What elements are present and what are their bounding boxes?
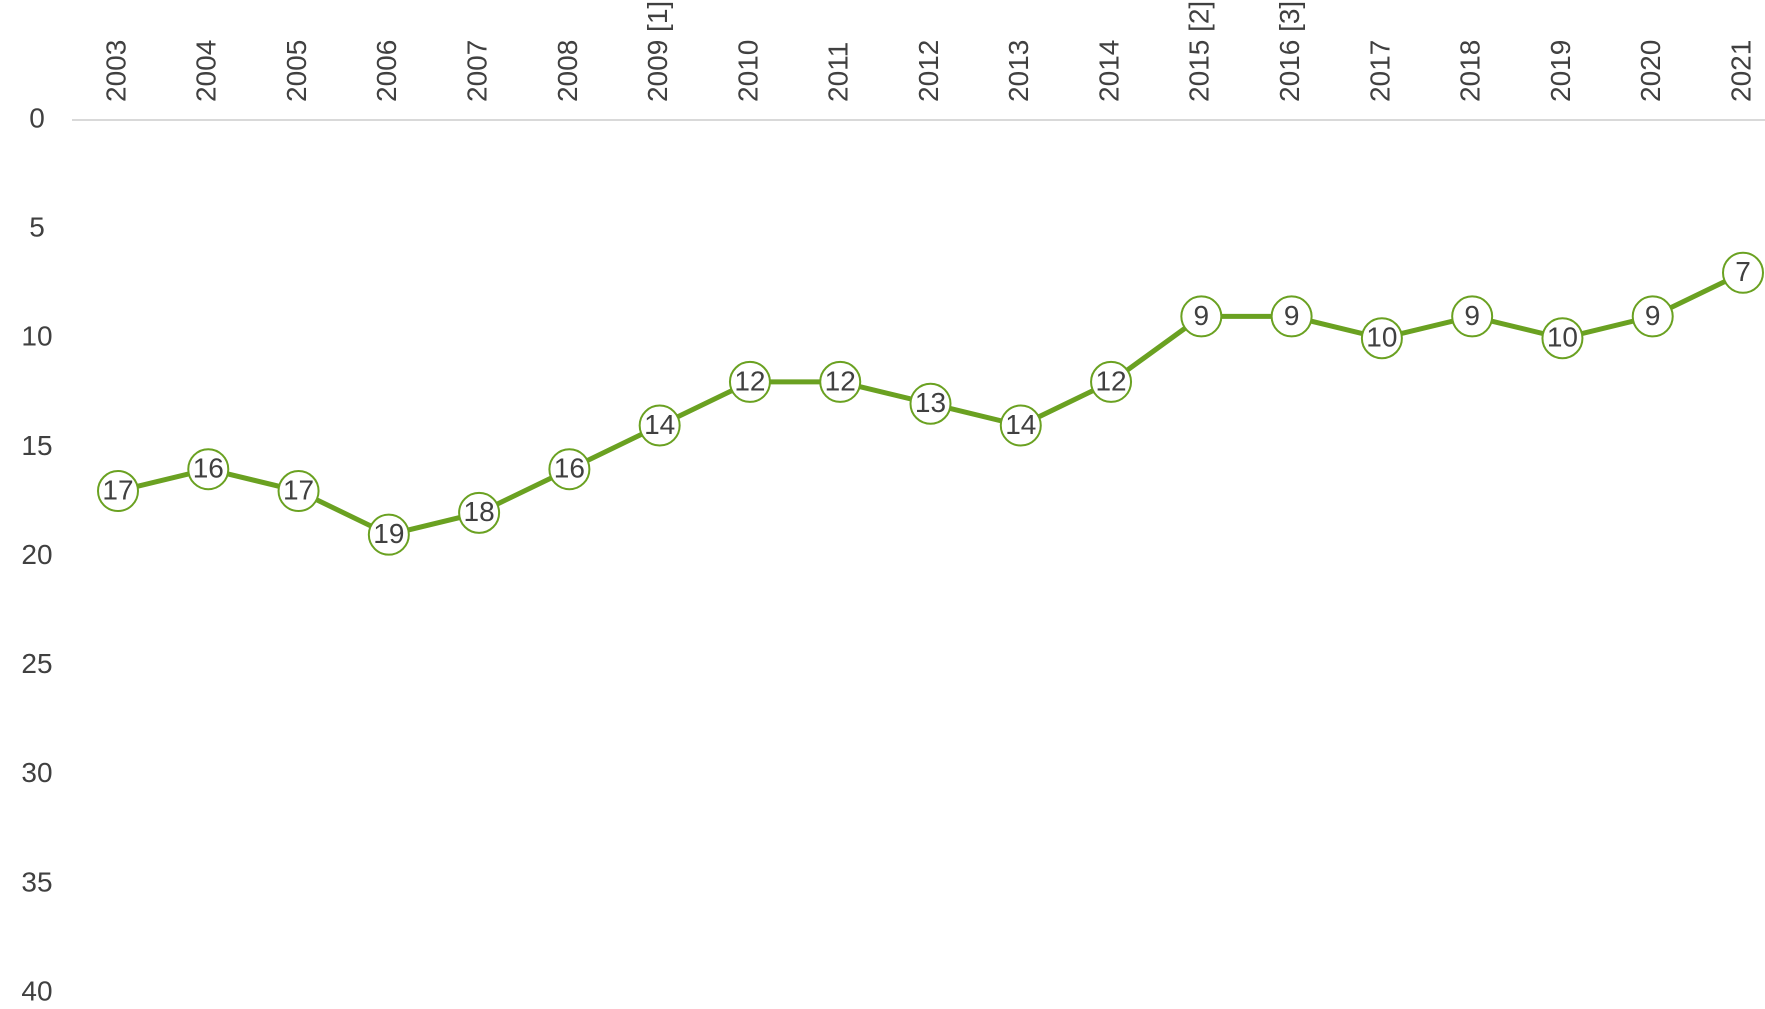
data-label: 9	[1645, 300, 1661, 331]
x-tick-label: 2010	[732, 40, 763, 102]
data-label: 17	[283, 474, 314, 505]
x-tick-label: 2021	[1725, 40, 1756, 102]
y-tick-label: 15	[21, 430, 52, 461]
x-tick-label: 2015 [2]	[1184, 1, 1215, 102]
data-label: 7	[1735, 256, 1751, 287]
x-tick-label: 2014	[1093, 40, 1124, 102]
x-tick-label: 2019	[1545, 40, 1576, 102]
x-tick-label: 2009 [1]	[642, 1, 673, 102]
x-tick-label: 2013	[1003, 40, 1034, 102]
marker	[909, 382, 952, 425]
marker	[1631, 295, 1674, 338]
marker	[1541, 317, 1584, 360]
data-label: 12	[825, 365, 856, 396]
y-tick-label: 5	[29, 212, 45, 243]
data-label: 19	[373, 518, 404, 549]
marker	[458, 491, 501, 534]
data-label: 12	[1095, 365, 1126, 396]
marker	[1360, 317, 1403, 360]
data-label: 13	[915, 387, 946, 418]
marker	[1722, 251, 1764, 294]
marker	[728, 360, 771, 403]
marker	[999, 404, 1042, 447]
data-label: 16	[554, 453, 585, 484]
y-tick-label: 20	[21, 539, 52, 570]
x-tick-label: 2016 [3]	[1274, 1, 1305, 102]
data-label: 9	[1284, 300, 1300, 331]
data-label: 16	[193, 453, 224, 484]
marker	[1180, 295, 1223, 338]
marker	[277, 470, 320, 513]
data-label: 18	[464, 496, 495, 527]
marker	[638, 404, 681, 447]
x-tick-label: 2011	[823, 42, 854, 102]
data-label: 12	[734, 365, 765, 396]
data-label: 9	[1464, 300, 1480, 331]
data-label: 17	[102, 474, 133, 505]
x-tick-label: 2018	[1455, 40, 1486, 102]
marker	[187, 448, 230, 491]
marker	[1451, 295, 1494, 338]
data-label: 9	[1194, 300, 1210, 331]
x-tick-label: 2020	[1635, 40, 1666, 102]
x-tick-label: 2007	[462, 40, 493, 102]
data-label: 10	[1366, 322, 1397, 353]
data-label: 14	[644, 409, 675, 440]
data-label: 10	[1547, 322, 1578, 353]
x-tick-label: 2003	[100, 40, 131, 102]
marker	[97, 470, 139, 513]
marker	[1090, 360, 1133, 403]
data-label: 14	[1005, 409, 1036, 440]
x-tick-label: 2005	[281, 40, 312, 102]
x-tick-label: 2006	[371, 40, 402, 102]
x-tick-label: 2012	[913, 40, 944, 102]
marker	[819, 360, 862, 403]
x-tick-label: 2004	[191, 40, 222, 102]
y-tick-label: 25	[21, 648, 52, 679]
marker	[548, 448, 591, 491]
x-tick-label: 2017	[1364, 40, 1395, 102]
marker	[367, 513, 410, 556]
y-tick-label: 40	[21, 975, 52, 1006]
marker	[1270, 295, 1313, 338]
y-tick-label: 30	[21, 757, 52, 788]
y-tick-label: 0	[29, 102, 45, 133]
x-tick-label: 2008	[552, 40, 583, 102]
y-tick-label: 35	[21, 866, 52, 897]
y-tick-label: 10	[21, 321, 52, 352]
